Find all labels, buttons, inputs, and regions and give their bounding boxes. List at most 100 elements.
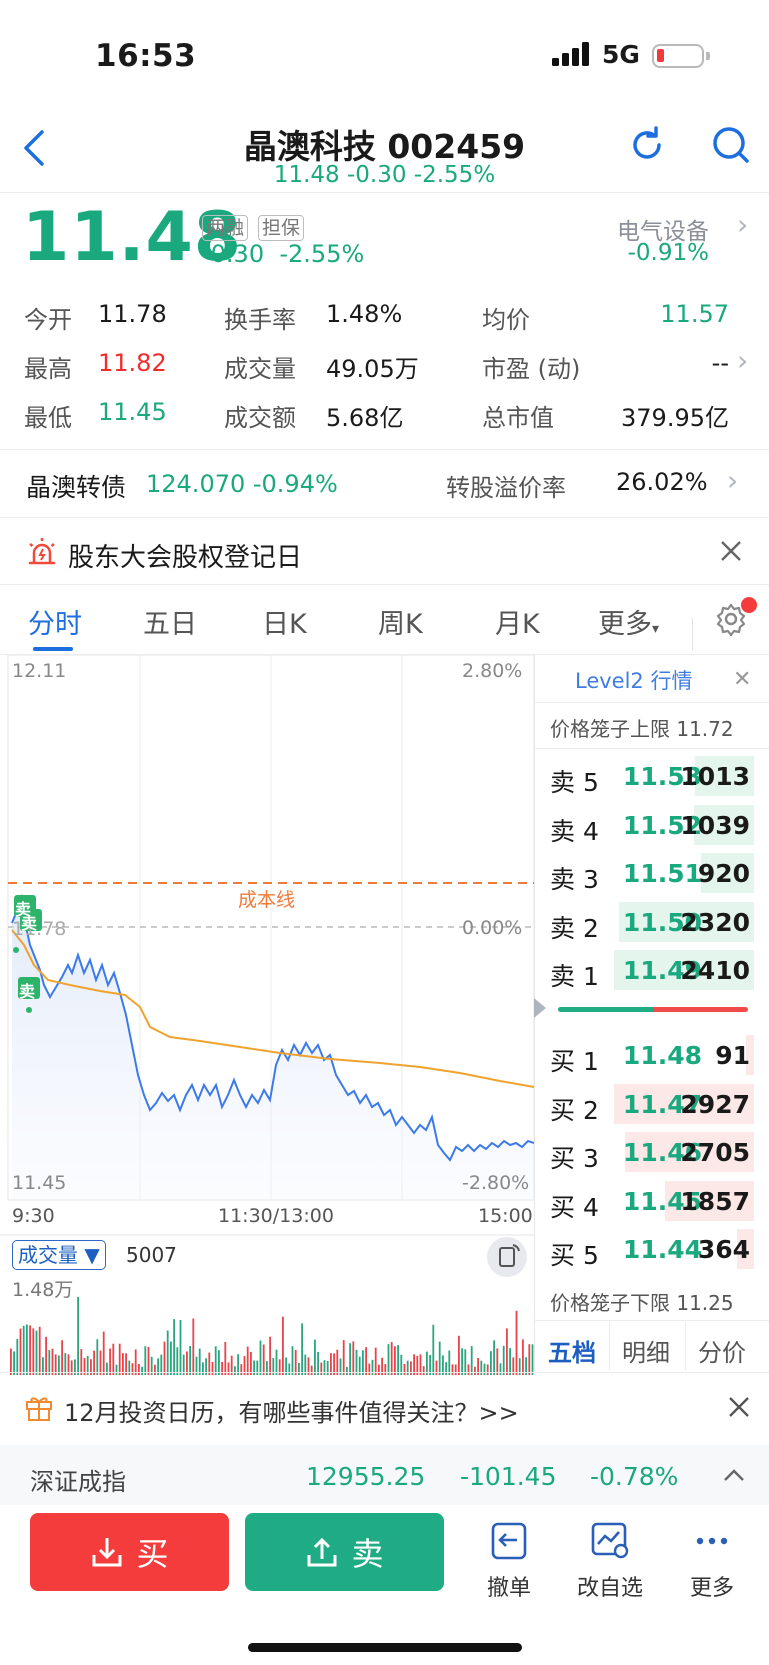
avg-value: 11.57	[660, 300, 729, 328]
alarm-icon	[26, 536, 58, 572]
volume-bar	[51, 1348, 54, 1375]
divider	[0, 449, 769, 450]
sector-name[interactable]: 电气设备	[617, 219, 709, 245]
gear-icon[interactable]	[714, 602, 748, 640]
bid-row[interactable]: 买 2 11.47 2927	[544, 1083, 754, 1125]
volume-bar	[342, 1340, 345, 1375]
tab-price-distribution[interactable]: 分价	[698, 1339, 746, 1367]
level-volume: 2705	[680, 1138, 750, 1167]
tab-more[interactable]: 更多▾	[598, 609, 660, 640]
promo-text[interactable]: 12月投资日历，有哪些事件值得关注？>>	[64, 1399, 519, 1427]
more-button[interactable]: 更多	[677, 1522, 747, 1602]
volume-bar	[381, 1357, 383, 1375]
expand-arrow-icon[interactable]	[534, 998, 546, 1018]
sell-button[interactable]: 卖	[245, 1513, 444, 1591]
level-label: 卖 4	[550, 816, 599, 846]
tab-intraday[interactable]: 分时	[28, 609, 82, 640]
search-icon[interactable]	[710, 124, 752, 170]
tab-five-day[interactable]: 五日	[143, 609, 197, 640]
volume-bar	[32, 1328, 35, 1375]
volume-bar	[349, 1343, 351, 1375]
level2-title[interactable]: Level2 行情	[575, 669, 693, 693]
rotate-screen-icon[interactable]	[487, 1237, 527, 1277]
volume-bar	[16, 1339, 19, 1375]
volume-bar	[262, 1344, 265, 1375]
volume-bar	[384, 1364, 387, 1375]
volume-bar	[371, 1359, 374, 1375]
edit-watchlist-button[interactable]: 改自选	[575, 1522, 645, 1602]
volume-bar	[128, 1360, 131, 1375]
close-icon[interactable]	[718, 538, 744, 568]
volume-bar	[179, 1320, 182, 1375]
volume-bar	[70, 1360, 73, 1375]
cancel-order-icon	[491, 1522, 527, 1560]
bid-row[interactable]: 买 3 11.46 2705	[544, 1132, 754, 1173]
chevron-right-icon[interactable]: ›	[727, 464, 739, 497]
volume-bar	[518, 1358, 521, 1375]
volume-bar	[189, 1346, 191, 1375]
ask-row[interactable]: 卖 3 11.51 920	[544, 853, 754, 894]
bid-row[interactable]: 买 4 11.45 1857	[544, 1180, 754, 1222]
buy-sell-ratio-bar	[558, 1007, 653, 1012]
volume-bar	[221, 1362, 223, 1375]
sell-marker[interactable]	[13, 895, 42, 1013]
volume-bars	[10, 1296, 534, 1375]
volume-bar	[93, 1350, 95, 1375]
bid-row[interactable]: 买 5 11.44 364	[544, 1229, 754, 1270]
notice-text[interactable]: 股东大会股权登记日	[68, 543, 303, 573]
divider	[609, 1322, 610, 1370]
volume-bar	[96, 1339, 99, 1375]
ask-row[interactable]: 卖 1 11.49 2410	[544, 950, 754, 991]
convertible-name[interactable]: 晶澳转债	[26, 473, 127, 502]
volume-bar	[170, 1341, 172, 1375]
volume-bar	[13, 1351, 15, 1375]
volume-bar	[230, 1355, 233, 1375]
tab-daily-k[interactable]: 日K	[262, 609, 307, 640]
volume-bar	[438, 1341, 441, 1375]
volume-bar	[243, 1356, 246, 1375]
gift-icon	[24, 1392, 54, 1426]
volume-selector[interactable]: 成交量 ▼	[12, 1240, 106, 1270]
volume-bar	[74, 1359, 76, 1375]
refresh-icon[interactable]	[626, 124, 668, 170]
back-button[interactable]	[20, 128, 50, 168]
intraday-chart[interactable]	[0, 655, 534, 1375]
chevron-right-icon[interactable]: ›	[737, 344, 749, 377]
chevron-up-icon[interactable]	[722, 1467, 746, 1487]
volume-bar	[365, 1347, 367, 1375]
volume-bar	[509, 1348, 511, 1375]
volume-bar	[147, 1346, 150, 1375]
volume-bar	[272, 1358, 275, 1375]
tab-details[interactable]: 明细	[622, 1339, 670, 1367]
close-icon[interactable]	[727, 1395, 751, 1423]
ask-row[interactable]: 卖 2 11.50 2320	[544, 901, 754, 943]
volume-bar	[314, 1339, 316, 1375]
volume-bar	[310, 1365, 313, 1375]
ask-row[interactable]: 卖 5 11.53 1013	[544, 756, 754, 797]
cancel-order-button[interactable]: 撤单	[474, 1522, 544, 1602]
index-bar[interactable]	[0, 1445, 769, 1505]
volume-bar	[374, 1347, 377, 1375]
margin-tag: 两融	[202, 215, 249, 241]
volume-bar	[458, 1335, 460, 1375]
level-label: 卖 2	[550, 913, 599, 943]
volume-bar	[525, 1357, 527, 1375]
volume-bar	[182, 1354, 185, 1375]
bid-row[interactable]: 买 1 11.48 91	[544, 1035, 754, 1076]
ask-row[interactable]: 卖 4 11.52 1039	[544, 804, 754, 846]
volume-bar	[326, 1361, 329, 1375]
volume-bar	[125, 1353, 127, 1375]
buy-button[interactable]: 买	[30, 1513, 229, 1591]
tab-five-levels[interactable]: 五档	[548, 1339, 596, 1367]
turnover-label: 换手率	[224, 306, 296, 334]
more-label: 更多	[689, 1576, 734, 1601]
close-icon[interactable]: ✕	[733, 667, 752, 692]
volume-bar	[67, 1354, 70, 1375]
volume-bar	[99, 1350, 102, 1375]
level-price: 11.51	[622, 859, 702, 888]
volume-bar	[205, 1358, 207, 1375]
tab-weekly-k[interactable]: 周K	[378, 609, 423, 640]
volume-bar	[515, 1310, 518, 1375]
volume-bar	[112, 1343, 115, 1375]
tab-monthly-k[interactable]: 月K	[495, 609, 540, 640]
